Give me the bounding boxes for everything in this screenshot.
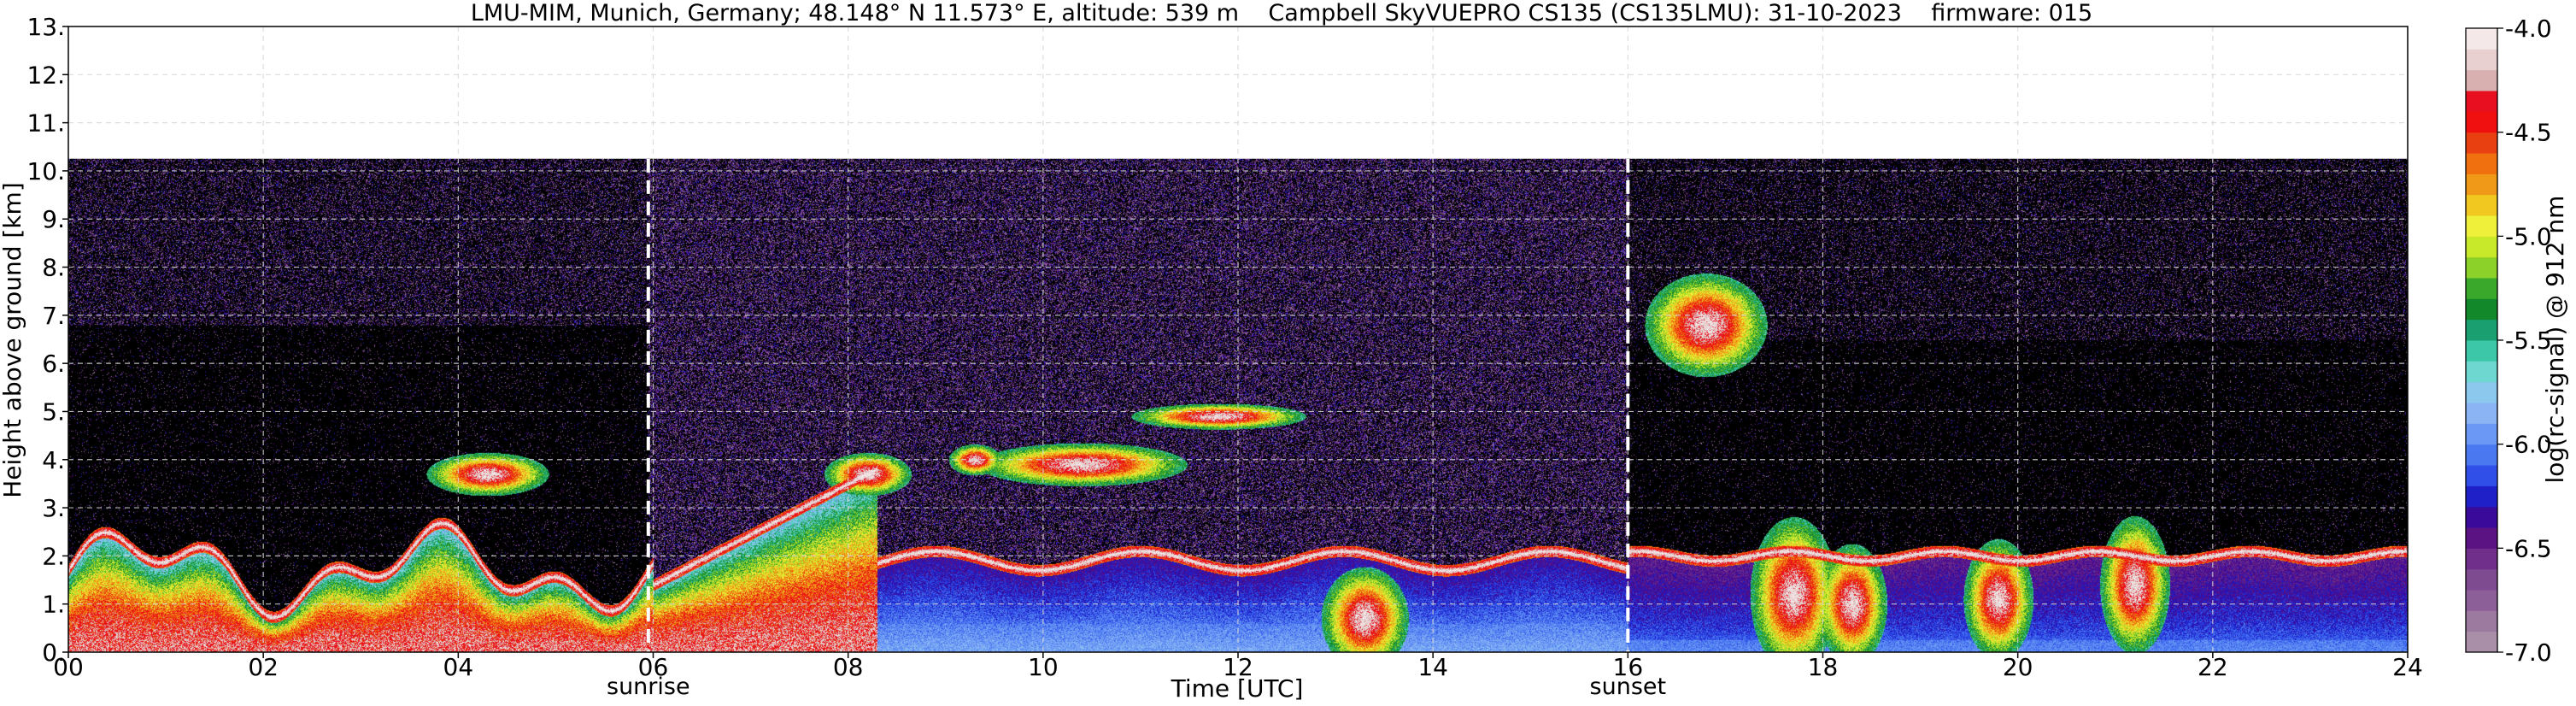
x-tick-label: 20: [2003, 653, 2033, 681]
colorbar-segment: [2466, 236, 2497, 258]
x-tick-label: 18: [1808, 653, 1839, 681]
colorbar-tick-label: -6.0: [2505, 431, 2552, 459]
sun-event-lines: [646, 158, 1630, 652]
x-tick-label: 24: [2392, 653, 2423, 681]
colorbar-segment: [2466, 174, 2497, 196]
colorbar-segment: [2466, 631, 2497, 653]
x-tick-label: 16: [1613, 653, 1644, 681]
y-tick-label: 2.: [42, 542, 65, 570]
y-axis-label: Height above ground [km]: [0, 182, 26, 498]
colorbar-tick-label: -4.5: [2505, 119, 2552, 147]
colorbar-segment: [2466, 49, 2497, 71]
colorbar-tick-label: -4.0: [2505, 15, 2552, 43]
y-tick-label: 7.: [42, 302, 65, 330]
colorbar-segment: [2466, 278, 2497, 299]
x-tick-label: 22: [2198, 653, 2228, 681]
colorbar-segment: [2466, 381, 2497, 403]
x-tick-label: 14: [1417, 653, 1448, 681]
grid-lines: [68, 26, 2408, 652]
x-tick-label: 12: [1223, 653, 1253, 681]
colorbar-segment: [2466, 506, 2497, 528]
x-axis-ticks: 00 02 04 06 08 10 12 14 16 18 20 22 24: [53, 652, 2423, 681]
colorbar-segment: [2466, 194, 2497, 216]
plot-area: [67, 26, 2409, 653]
y-tick-label: 0.: [42, 638, 65, 667]
colorbar-segment: [2466, 132, 2497, 154]
y-tick-label: 12.: [26, 61, 65, 89]
x-tick-label: 04: [443, 653, 474, 681]
colorbar-segment: [2466, 153, 2497, 174]
y-tick-label: 5.: [42, 397, 65, 426]
y-axis-ticks: 0. 1. 2. 3. 4. 5. 6. 7. 8. 9. 10. 11. 12. 13.: [26, 13, 68, 667]
colorbar-segment: [2466, 111, 2497, 133]
x-tick-label: 00: [53, 653, 84, 681]
colorbar-segment: [2466, 28, 2497, 50]
colorbar-segment: [2466, 610, 2497, 632]
colorbar: -7.0 -6.5 -6.0 -5.5 -5.0 -4.5 -4.0: [2465, 15, 2552, 667]
y-tick-label: 9.: [42, 205, 65, 233]
colorbar-segment: [2466, 298, 2497, 321]
y-tick-label: 6.: [42, 350, 65, 378]
colorbar-segment: [2466, 215, 2497, 237]
colorbar-segment: [2466, 340, 2497, 362]
colorbar-tick-label: -5.5: [2505, 327, 2552, 355]
colorbar-segment: [2466, 423, 2497, 445]
x-tick-label: 10: [1028, 653, 1059, 681]
x-tick-label: 08: [833, 653, 864, 681]
y-tick-label: 3.: [42, 494, 65, 522]
colorbar-segment: [2466, 361, 2497, 383]
event-label-sunrise: sunrise: [607, 674, 690, 700]
colorbar-segment: [2466, 91, 2497, 112]
x-axis-label: Time [UTC]: [1171, 674, 1304, 703]
y-tick-label: 11.: [26, 109, 65, 138]
colorbar-segment: [2466, 568, 2497, 591]
y-tick-label: 13.: [26, 13, 65, 41]
x-tick-label: 02: [248, 653, 279, 681]
colorbar-segment: [2466, 548, 2497, 570]
colorbar-segment: [2466, 590, 2497, 611]
colorbar-label: log(rc-signal) @ 912 nm: [2541, 196, 2569, 484]
event-label-sunset: sunset: [1590, 674, 1667, 700]
colorbar-segment: [2466, 256, 2497, 279]
colorbar-segment: [2466, 69, 2497, 91]
colorbar-segment: [2466, 485, 2497, 508]
x-tick-label: 06: [638, 653, 669, 681]
colorbar-segment: [2466, 403, 2497, 424]
y-tick-label: 8.: [42, 254, 65, 282]
colorbar-segment: [2466, 465, 2497, 486]
colorbar-segment: [2466, 444, 2497, 466]
y-tick-label: 4.: [42, 446, 65, 474]
colorbar-segment: [2466, 319, 2497, 341]
colorbar-tick-label: -6.5: [2505, 534, 2552, 562]
y-tick-label: 10.: [26, 157, 65, 185]
chart-title: LMU-MIM, Munich, Germany; 48.148° N 11.5…: [471, 0, 2092, 26]
y-tick-label: 1.: [42, 591, 65, 619]
colorbar-tick-label: -7.0: [2505, 638, 2552, 667]
colorbar-tick-label: -5.0: [2505, 222, 2552, 250]
colorbar-segment: [2466, 527, 2497, 549]
